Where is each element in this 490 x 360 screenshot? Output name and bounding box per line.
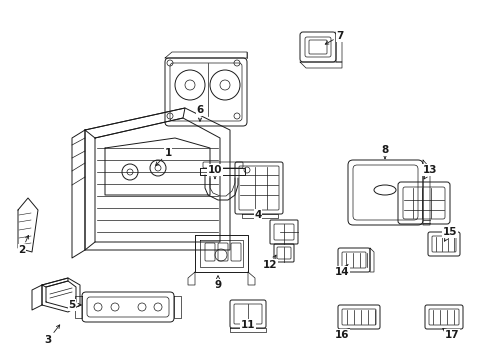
Text: 14: 14 — [335, 264, 349, 277]
Text: 1: 1 — [156, 148, 171, 165]
Text: 17: 17 — [443, 329, 459, 340]
Text: 9: 9 — [215, 276, 221, 290]
Text: 3: 3 — [45, 325, 60, 345]
Text: 6: 6 — [196, 105, 204, 121]
Text: 13: 13 — [423, 165, 437, 179]
Text: 10: 10 — [208, 165, 222, 179]
Text: 11: 11 — [241, 320, 255, 330]
Text: 7: 7 — [325, 31, 343, 44]
Text: 12: 12 — [263, 255, 277, 270]
Text: 16: 16 — [335, 329, 349, 340]
Text: 4: 4 — [254, 210, 262, 220]
Text: 5: 5 — [69, 300, 81, 310]
Text: 15: 15 — [443, 227, 457, 241]
Text: 2: 2 — [19, 235, 28, 255]
Text: 8: 8 — [381, 145, 389, 158]
